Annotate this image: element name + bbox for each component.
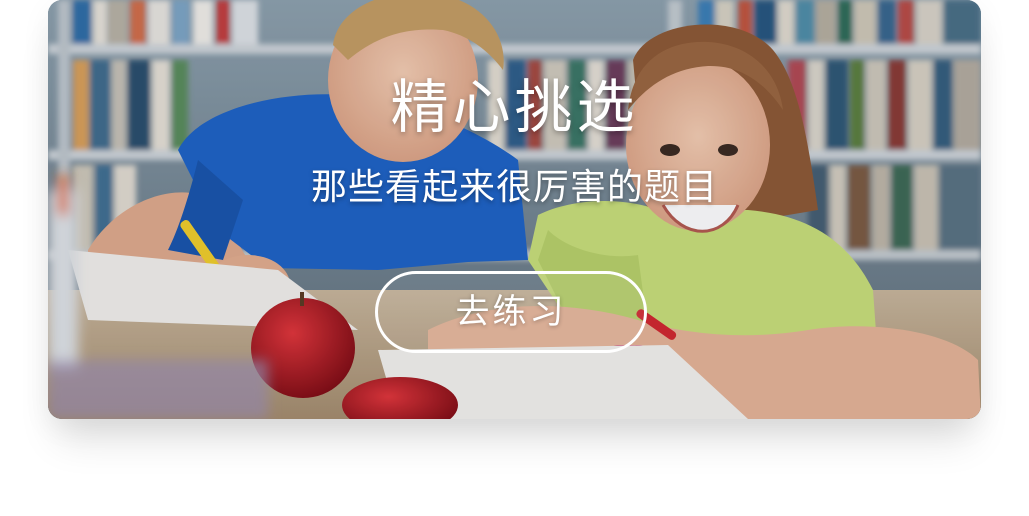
banner-content: 精心挑选 那些看起来很厉害的题目 去练习 (48, 0, 981, 419)
banner-subtitle: 那些看起来很厉害的题目 (48, 164, 981, 212)
practice-button[interactable]: 去练习 (375, 271, 647, 353)
banner-card[interactable]: 精心挑选 那些看起来很厉害的题目 去练习 (48, 0, 981, 419)
banner-title: 精心挑选 (48, 72, 981, 142)
